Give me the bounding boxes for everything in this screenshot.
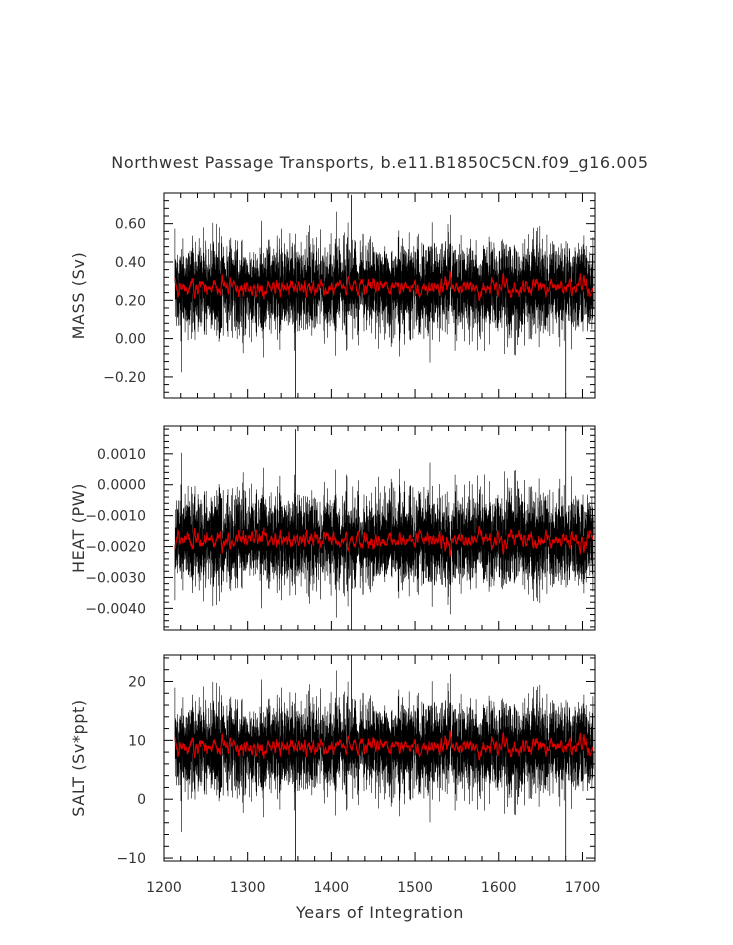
- mass-ytick-label: 0.20: [115, 293, 146, 309]
- mass-panel: −0.20 0.00 0.20 0.40 0.60 MASS (Sv): [69, 192, 596, 399]
- x-axis-label: Years of Integration: [295, 903, 464, 922]
- mass-ytick-label: 0.60: [115, 217, 146, 233]
- xtick-label: 1200: [146, 880, 182, 896]
- figure-title: Northwest Passage Transports, b.e11.B185…: [111, 153, 648, 173]
- heat-ytick-label: −0.0020: [85, 540, 146, 556]
- heat-ytick-label: −0.0030: [85, 570, 146, 586]
- salt-smoothed-series: [174, 729, 594, 761]
- xtick-label: 1500: [397, 880, 433, 896]
- heat-ytick-label: −0.0010: [85, 509, 146, 525]
- salt-panel: −10 0 10 20 1200 1300 1400 1500 1600 1700 SALT (Sv…: [69, 654, 601, 896]
- heat-y-axis-label: HEAT (PW): [69, 483, 88, 573]
- heat-ytick-label: 0.0010: [97, 447, 146, 463]
- salt-ytick-label: −10: [116, 851, 146, 867]
- salt-raw-series: [174, 670, 594, 833]
- heat-panel: −0.0040 −0.0030 −0.0020 −0.0010 0.0000 0.0010…: [69, 425, 596, 631]
- mass-frame: [163, 192, 596, 399]
- heat-ytick-label: −0.0040: [85, 601, 146, 617]
- heat-smoothed-series: [174, 525, 594, 558]
- mass-ytick-label: 0.40: [115, 255, 146, 271]
- mass-ytick-label: 0.00: [115, 332, 146, 348]
- heat-ytick-label: 0.0000: [97, 478, 146, 494]
- heat-raw-series: [174, 452, 594, 618]
- salt-ytick-label: 10: [128, 733, 146, 749]
- salt-ytick-label: 0: [137, 792, 146, 808]
- xtick-label: 1400: [314, 880, 350, 896]
- mass-smoothed-series: [174, 269, 594, 302]
- xtick-label: 1300: [230, 880, 266, 896]
- salt-frame: [163, 654, 596, 862]
- xtick-label: 1700: [565, 880, 601, 896]
- mass-ytick-label: −0.20: [103, 370, 146, 386]
- xtick-label: 1600: [481, 880, 517, 896]
- mass-y-axis-label: MASS (Sv): [69, 252, 88, 340]
- salt-y-axis-label: SALT (Sv*ppt): [69, 699, 88, 816]
- salt-ytick-label: 20: [128, 674, 146, 690]
